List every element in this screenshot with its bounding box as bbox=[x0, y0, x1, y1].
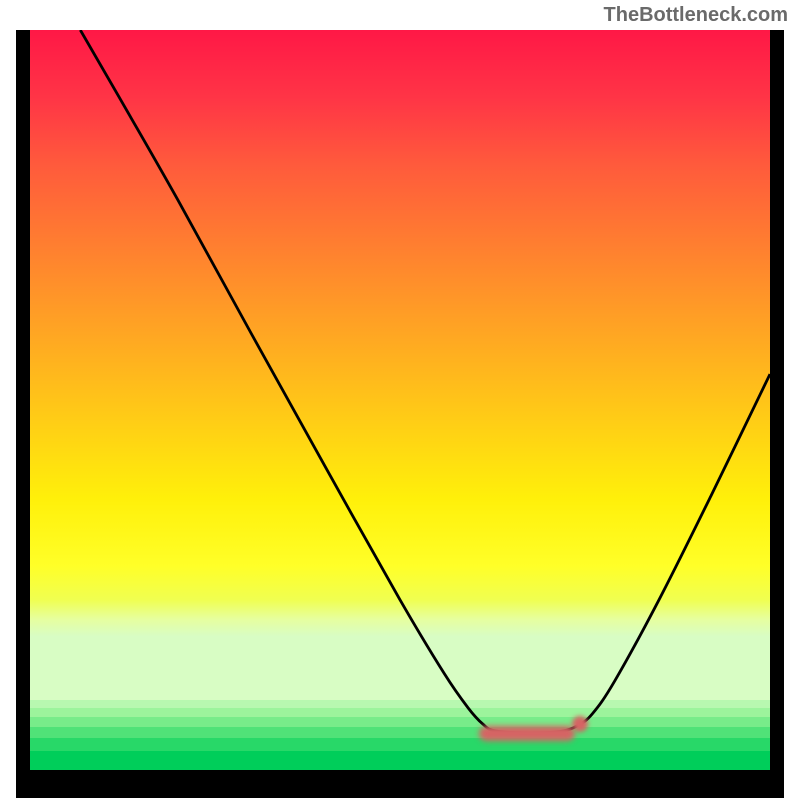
bottleneck-marker-dot bbox=[572, 716, 588, 732]
chart-frame bbox=[16, 30, 784, 798]
watermark-text: TheBottleneck.com bbox=[604, 4, 788, 27]
curve-path bbox=[80, 30, 770, 733]
bottleneck-marker-line bbox=[479, 726, 575, 741]
bottleneck-curve bbox=[16, 30, 784, 798]
